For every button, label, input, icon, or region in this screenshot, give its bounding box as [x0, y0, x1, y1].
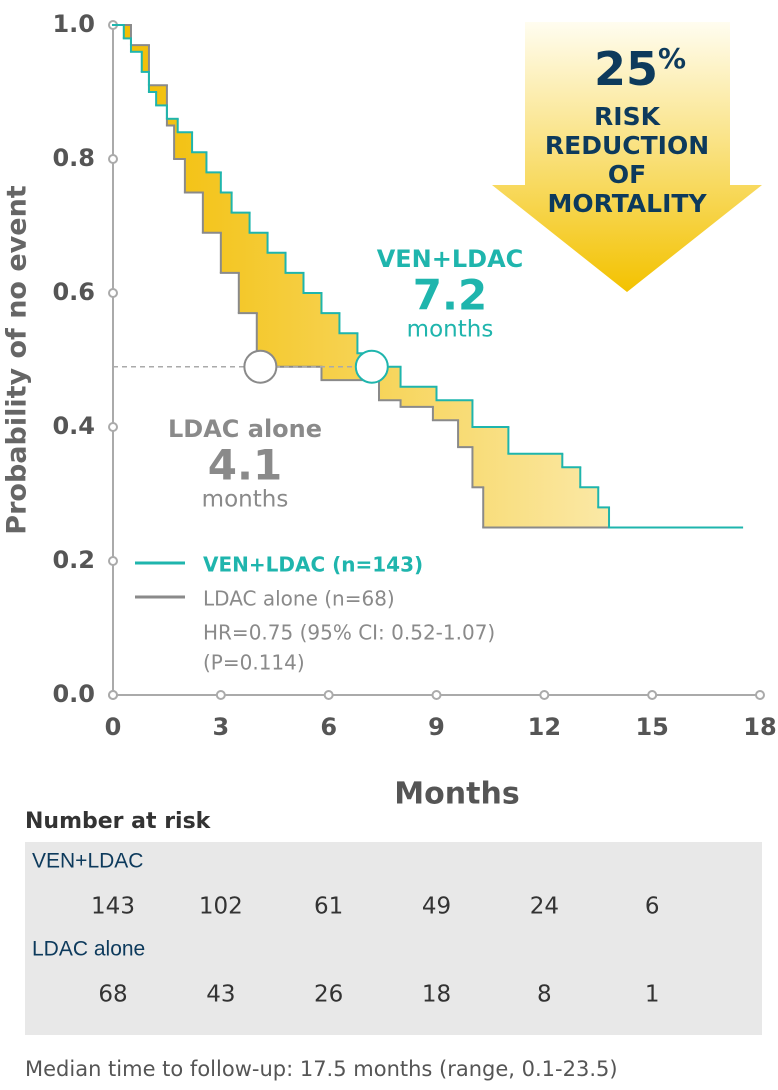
x-tick-label: 9	[428, 713, 445, 741]
risk-value: 6	[645, 894, 660, 920]
callout-line: OF	[608, 160, 646, 189]
y-axis-label: Probability of no event	[2, 185, 33, 535]
y-tick-label: 1.0	[52, 10, 95, 38]
annotation-median: 7.2	[413, 271, 487, 320]
y-tick-label: 0.2	[52, 546, 95, 574]
callout-headline: 25%	[594, 42, 686, 96]
risk-value: 102	[199, 894, 243, 920]
median-marker	[243, 349, 278, 384]
annotation-median: 4.1	[208, 441, 282, 490]
x-tick	[215, 690, 226, 700]
median-marker	[354, 349, 389, 384]
risk-value: 68	[98, 982, 127, 1008]
y-tick	[108, 154, 118, 164]
risk-value: 143	[91, 894, 135, 920]
risk-value: 49	[422, 894, 451, 920]
x-tick-label: 12	[528, 713, 561, 741]
risk-table-box	[25, 842, 762, 1035]
annotation-unit: months	[407, 317, 494, 343]
legend-label: VEN+LDAC (n=143)	[203, 553, 423, 577]
y-tick	[108, 556, 118, 566]
x-tick-label: 15	[635, 713, 668, 741]
y-tick	[108, 422, 118, 432]
annotation-label: LDAC alone	[168, 415, 322, 443]
x-tick-label: 3	[212, 713, 229, 741]
legend-note: HR=0.75 (95% CI: 0.52-1.07)	[203, 621, 495, 645]
risk-value: 18	[422, 982, 451, 1008]
x-tick	[108, 690, 118, 700]
legend-label: LDAC alone (n=68)	[203, 587, 395, 611]
y-tick	[108, 288, 118, 298]
footer: Median time to follow-up: 17.5 months (r…	[25, 1057, 618, 1081]
x-tick	[755, 690, 765, 700]
callout-number: 25	[594, 42, 658, 96]
x-tick	[431, 690, 442, 700]
risk-row-label: VEN+LDAC	[32, 850, 143, 873]
callout-unit: %	[658, 42, 686, 75]
x-axis-label: Months	[394, 777, 519, 812]
y-tick-label: 0.0	[52, 680, 95, 708]
risk-value: 61	[314, 894, 343, 920]
y-tick-label: 0.4	[52, 412, 95, 440]
x-tick-label: 0	[105, 713, 122, 741]
callout-arrow	[492, 22, 762, 292]
legend-note: (P=0.114)	[203, 651, 305, 675]
x-tick-label: 6	[320, 713, 337, 741]
risk-value: 43	[206, 982, 235, 1008]
x-tick	[323, 690, 334, 700]
annotation-label: VEN+LDAC	[377, 245, 524, 273]
annotation-unit: months	[202, 487, 289, 513]
risk-value: 8	[537, 982, 552, 1008]
callout-line: MORTALITY	[547, 189, 707, 218]
x-tick-label: 18	[743, 713, 776, 741]
callout-line: RISK	[594, 102, 662, 131]
y-tick-label: 0.8	[52, 144, 95, 172]
y-tick-label: 0.6	[52, 278, 95, 306]
risk-value: 24	[530, 894, 559, 920]
callout-line: REDUCTION	[545, 131, 709, 160]
risk-row-label: LDAC alone	[32, 938, 145, 961]
risk-value: 1	[645, 982, 660, 1008]
x-tick	[539, 690, 550, 700]
risk-value: 26	[314, 982, 343, 1008]
risk-table-title: Number at risk	[25, 809, 212, 834]
x-tick	[647, 690, 658, 700]
